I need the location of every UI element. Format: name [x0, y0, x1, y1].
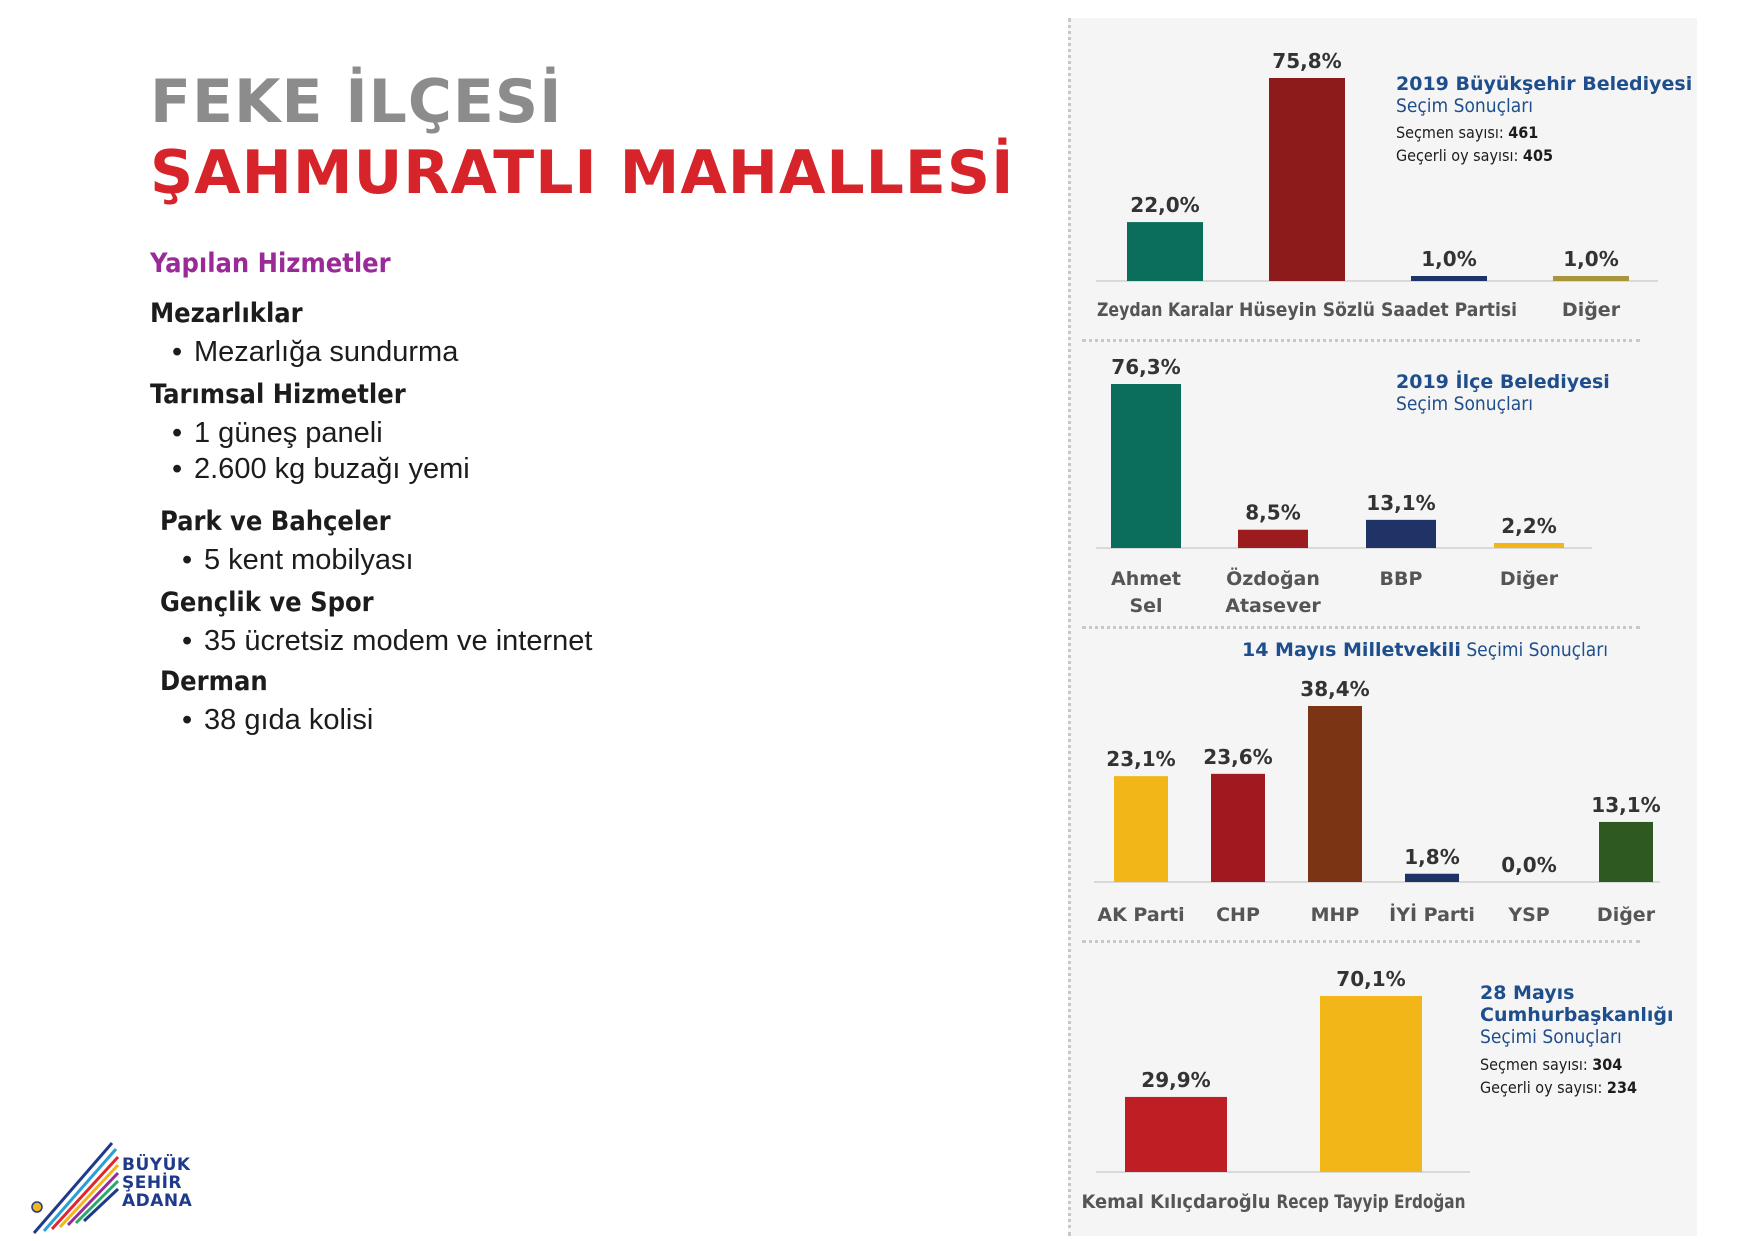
chart4-legend: 28 Mayıs Cumhurbaşkanlığı Seçimi Sonuçla…	[1480, 982, 1674, 1097]
neighborhood-title: ŞAHMURATLI MAHALLESİ	[150, 138, 1015, 208]
chart4-valid-votes: Geçerli oy sayısı: 234	[1480, 1077, 1637, 1097]
bullet-icon: •	[172, 453, 183, 485]
chart1-legend: 2019 Büyükşehir Belediyesi Seçim Sonuçla…	[1396, 73, 1693, 165]
service-item: • 2.600 kg buzağı yemi	[172, 453, 470, 485]
service-item: • 1 güneş paneli	[172, 417, 383, 449]
bullet-icon: •	[182, 625, 193, 657]
logo-stripes-icon	[31, 1142, 120, 1234]
service-item: • 5 kent mobilyası	[182, 544, 414, 576]
chart4-title-line2: Cumhurbaşkanlığı	[1480, 1003, 1674, 1026]
service-group-park: Park ve Bahçeler	[160, 506, 391, 537]
chart-divider	[1082, 940, 1640, 943]
district-title: FEKE İLÇESİ	[150, 67, 563, 137]
buyuksehir-adana-logo: BÜYÜK ŞEHİR ADANA	[28, 1135, 198, 1235]
chart-divider	[1082, 339, 1640, 342]
chart4-title-line1: 28 Mayıs	[1480, 982, 1575, 1004]
bullet-icon: •	[182, 544, 193, 576]
chart-divider	[1082, 626, 1640, 629]
service-group-mezarliklar: Mezarlıklar	[150, 298, 303, 329]
chart2-title: 2019 İlçe Belediyesi	[1396, 371, 1610, 393]
service-group-genclik: Gençlik ve Spor	[160, 587, 374, 618]
service-item: • Mezarlığa sundurma	[172, 336, 459, 368]
chart2-legend: 2019 İlçe Belediyesi Seçim Sonuçları	[1396, 371, 1610, 416]
bullet-icon: •	[172, 417, 183, 449]
chart4-subtitle: Seçimi Sonuçları	[1480, 1025, 1622, 1048]
service-group-derman: Derman	[160, 666, 268, 697]
chart3-title: 14 Mayıs Milletvekili	[1242, 639, 1461, 661]
chart3-subtitle: Seçimi Sonuçları	[1460, 639, 1609, 661]
chart4-voters: Seçmen sayısı: 304	[1480, 1054, 1623, 1074]
chart1-valid-votes: Geçerli oy sayısı: 405	[1396, 145, 1553, 165]
logo-text-line1: BÜYÜK	[122, 1155, 191, 1175]
chart1-voters: Seçmen sayısı: 461	[1396, 122, 1539, 142]
service-item: • 35 ücretsiz modem ve internet	[182, 625, 593, 657]
logo-text-line3: ADANA	[122, 1190, 193, 1211]
bullet-icon: •	[172, 336, 183, 368]
chart1-subtitle: Seçim Sonuçları	[1396, 94, 1533, 117]
chart1-title: 2019 Büyükşehir Belediyesi	[1396, 73, 1693, 95]
chart2-subtitle: Seçim Sonuçları	[1396, 392, 1533, 415]
logo-text-line2: ŞEHİR	[122, 1172, 182, 1193]
service-item: • 38 gıda kolisi	[182, 704, 374, 736]
bullet-icon: •	[182, 704, 193, 736]
services-heading: Yapılan Hizmetler	[150, 248, 391, 279]
service-group-tarimsal: Tarımsal Hizmetler	[150, 379, 406, 410]
chart3-legend: 14 Mayıs Milletvekili Seçimi Sonuçları	[1242, 639, 1609, 662]
